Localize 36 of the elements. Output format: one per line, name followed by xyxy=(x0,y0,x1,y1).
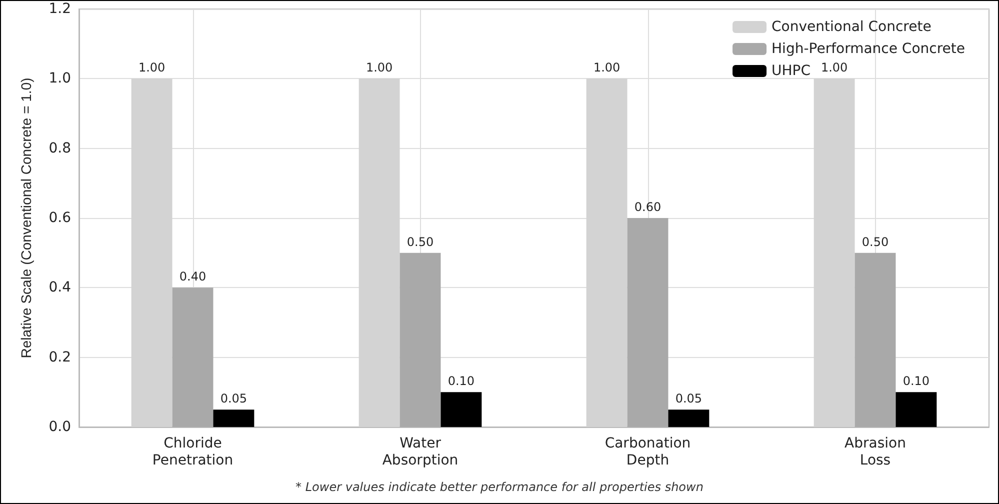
legend-label: UHPC xyxy=(772,63,811,79)
bar xyxy=(172,288,214,427)
x-tick-label: Abrasion Loss xyxy=(844,436,906,468)
bar xyxy=(854,252,896,427)
bar xyxy=(896,392,937,427)
y-tick-label: 0.0 xyxy=(48,419,71,435)
x-tick-label: Carbonation Depth xyxy=(604,436,691,468)
data-label: 0.10 xyxy=(902,374,930,388)
bar xyxy=(440,392,482,427)
data-label: 1.00 xyxy=(820,60,848,75)
y-tick-label: 1.2 xyxy=(48,1,71,17)
data-label: 0.05 xyxy=(675,392,702,406)
y-tick-label: 1.0 xyxy=(48,70,71,87)
bar xyxy=(213,410,254,427)
y-tick-label: 0.4 xyxy=(48,280,72,296)
data-label: 1.00 xyxy=(366,60,393,75)
y-axis-title: Relative Scale (Conventional Concrete = 1.0) xyxy=(18,78,34,358)
data-label: 0.50 xyxy=(406,234,434,249)
data-label: 0.40 xyxy=(179,270,206,284)
bar xyxy=(400,252,441,427)
x-tick-label: Water Absorption xyxy=(382,436,458,468)
bar xyxy=(627,218,668,427)
y-tick-label: 0.8 xyxy=(48,140,71,156)
bar xyxy=(668,410,710,427)
y-tick-label: 0.2 xyxy=(48,349,71,366)
legend-label: Conventional Concrete xyxy=(772,19,932,35)
data-label: 0.60 xyxy=(634,200,662,214)
text: * Lower values indicate better performance for all properties shown xyxy=(296,480,704,494)
data-label: 0.50 xyxy=(862,234,889,249)
data-label: 1.00 xyxy=(138,60,166,75)
legend-label: High-Performance Concrete xyxy=(772,41,966,57)
data-label: 0.10 xyxy=(448,374,475,388)
data-label: 0.05 xyxy=(220,392,248,406)
data-label: 1.00 xyxy=(593,60,620,75)
y-tick-label: 0.6 xyxy=(48,210,72,226)
x-tick-label: Chloride Penetration xyxy=(152,436,234,468)
